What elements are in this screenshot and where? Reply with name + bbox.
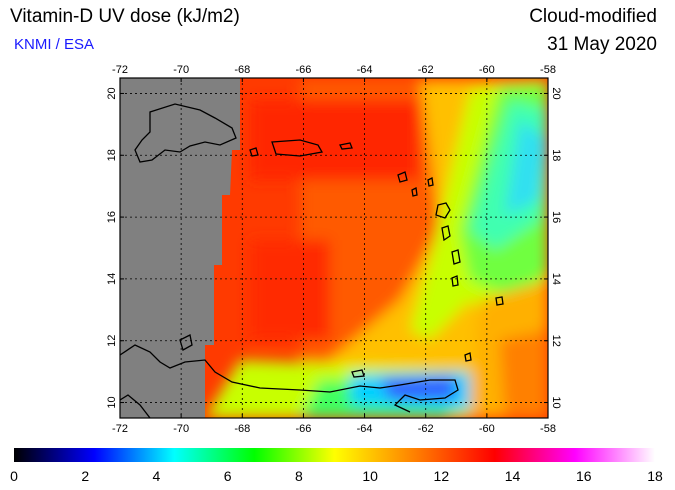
- lon-tick-label-top: -66: [295, 64, 311, 76]
- lon-tick-label-bottom: -68: [234, 423, 250, 435]
- lat-tick-label-right: 18: [550, 149, 562, 161]
- product-label: Cloud-modified: [529, 6, 657, 27]
- colorbar: 0 2 4 6 8 10 12 14 16 18: [10, 448, 663, 484]
- lat-tick-label-left: 10: [106, 396, 118, 408]
- source-label: KNMI / ESA: [14, 36, 95, 53]
- coastlines: [120, 103, 504, 418]
- lon-tick-label-top: -62: [418, 64, 434, 76]
- lat-tick-label-right: 14: [550, 273, 562, 285]
- no-data-region: [120, 78, 240, 418]
- map-frame: [119, 77, 549, 419]
- lat-tick-label-left: 12: [106, 335, 118, 347]
- axis-ticks: -72 -72 -70 -70 -68 -68 -66 -66 -64 -64 -62 -62 -60 -…: [106, 64, 562, 435]
- colorbar-tick-label: 12: [434, 468, 450, 484]
- lat-tick-label-right: 10: [550, 396, 562, 408]
- lon-tick-label-top: -70: [173, 64, 189, 76]
- colorbar-tick-label: 16: [576, 468, 592, 484]
- lon-tick-label-top: -64: [357, 64, 373, 76]
- lon-tick-label-bottom: -66: [295, 423, 311, 435]
- lat-tick-label-left: 20: [106, 87, 118, 99]
- colorbar-tick-label: 4: [153, 468, 161, 484]
- colorbar-bar: [14, 448, 655, 462]
- lon-tick-label-bottom: -58: [540, 423, 556, 435]
- lon-tick-label-bottom: -60: [479, 423, 495, 435]
- date-label: 31 May 2020: [547, 34, 657, 55]
- colorbar-tick-label: 0: [10, 468, 18, 484]
- lon-tick-label-top: -58: [540, 64, 556, 76]
- colorbar-tick-label: 6: [224, 468, 232, 484]
- lat-tick-label-right: 12: [550, 335, 562, 347]
- colorbar-tick-label: 2: [81, 468, 89, 484]
- uv-field: [205, 80, 548, 418]
- map-title: Vitamin-D UV dose (kJ/m2): [10, 6, 240, 27]
- map-panel: -72 -72 -70 -70 -68 -68 -66 -66 -64 -64 -62 -62 -60 -…: [106, 64, 562, 435]
- lat-tick-label-left: 16: [106, 211, 118, 223]
- lat-tick-label-right: 16: [550, 211, 562, 223]
- lat-tick-label-left: 14: [106, 273, 118, 285]
- colorbar-tick-label: 18: [647, 468, 663, 484]
- lat-tick-label-left: 18: [106, 149, 118, 161]
- lat-tick-label-right: 20: [550, 87, 562, 99]
- lon-tick-label-top: -72: [112, 64, 128, 76]
- lon-tick-label-top: -68: [234, 64, 250, 76]
- colorbar-tick-label: 8: [295, 468, 303, 484]
- colorbar-labels: 0 2 4 6 8 10 12 14 16 18: [10, 468, 663, 484]
- graticule: [120, 78, 548, 418]
- lon-tick-label-bottom: -64: [357, 423, 373, 435]
- colorbar-tick-label: 10: [362, 468, 378, 484]
- lon-tick-label-bottom: -62: [418, 423, 434, 435]
- colorbar-tick-label: 14: [505, 468, 521, 484]
- lon-tick-label-bottom: -72: [112, 423, 128, 435]
- lon-tick-label-top: -60: [479, 64, 495, 76]
- lon-tick-label-bottom: -70: [173, 423, 189, 435]
